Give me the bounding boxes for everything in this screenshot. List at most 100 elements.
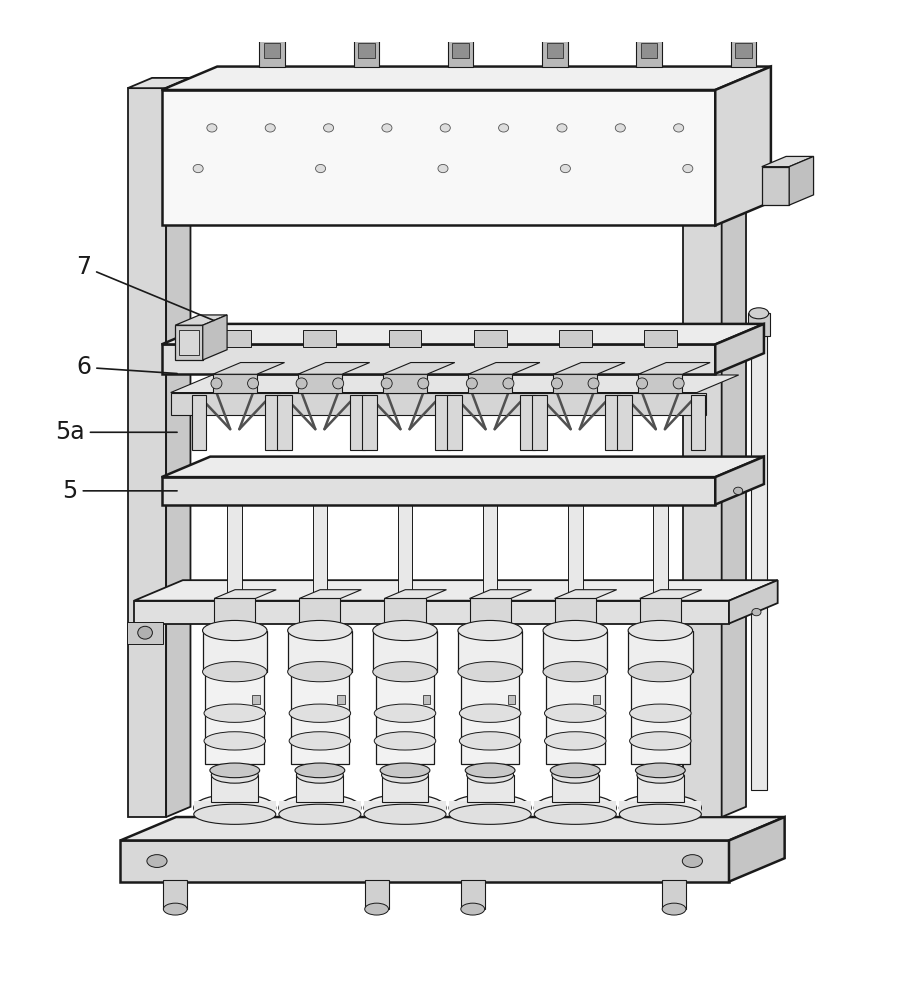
Bar [388,330,421,347]
Bar [534,801,616,814]
Ellipse shape [418,378,429,389]
Bar [304,330,336,347]
Polygon shape [638,363,711,374]
Bar [731,37,756,67]
Ellipse shape [550,763,600,778]
Ellipse shape [295,763,345,778]
Polygon shape [640,590,701,598]
Bar [411,344,420,374]
Polygon shape [383,363,454,374]
Ellipse shape [364,804,446,824]
Bar [483,505,498,621]
Ellipse shape [204,704,265,722]
Ellipse shape [749,308,768,319]
Polygon shape [469,590,532,598]
Ellipse shape [534,804,616,824]
Polygon shape [683,78,746,88]
Ellipse shape [380,763,430,778]
Ellipse shape [752,324,767,335]
Bar [422,695,430,704]
Bar [362,395,376,450]
Bar [305,344,313,374]
Bar [453,43,469,58]
Ellipse shape [557,124,567,132]
Polygon shape [762,156,813,167]
Ellipse shape [449,794,532,822]
Bar [683,88,722,817]
Bar [435,395,450,450]
Bar [279,801,361,814]
Ellipse shape [207,124,217,132]
Bar [203,631,267,672]
Ellipse shape [543,620,608,641]
Polygon shape [298,363,370,374]
Ellipse shape [163,903,187,915]
Polygon shape [134,580,778,601]
Bar [638,374,682,393]
Bar [468,374,512,393]
Ellipse shape [382,767,429,783]
Bar [546,672,605,764]
Ellipse shape [674,124,684,132]
Bar [466,775,513,802]
Bar [644,330,677,347]
Bar [326,344,335,374]
Polygon shape [162,324,764,344]
Polygon shape [353,30,397,37]
Ellipse shape [458,620,522,641]
Bar [163,880,187,909]
Bar [263,43,280,58]
Ellipse shape [279,794,361,822]
Ellipse shape [544,704,606,722]
Bar [644,344,654,374]
Polygon shape [729,580,778,624]
Ellipse shape [637,767,684,783]
Bar [211,775,258,802]
Bar [448,37,474,67]
Bar [194,801,275,814]
Ellipse shape [662,903,686,915]
Bar [179,330,199,355]
Bar [554,598,596,626]
Polygon shape [120,817,785,840]
Ellipse shape [615,124,625,132]
Ellipse shape [138,626,152,639]
Polygon shape [166,78,190,817]
Polygon shape [715,67,771,225]
Ellipse shape [364,903,388,915]
Bar [397,505,412,621]
Polygon shape [299,590,362,598]
Polygon shape [448,30,491,37]
Bar [128,88,166,817]
Ellipse shape [449,804,532,824]
Bar [461,672,520,764]
Ellipse shape [287,662,353,682]
Bar [312,505,327,621]
Polygon shape [554,590,617,598]
Bar [287,631,353,672]
Bar [640,598,681,626]
Bar [458,631,522,672]
Ellipse shape [630,704,691,722]
Polygon shape [543,30,585,37]
Bar [162,344,715,374]
Bar [364,801,446,814]
Bar [364,880,388,909]
Ellipse shape [203,620,267,641]
Text: 5a: 5a [55,420,177,444]
Text: 5: 5 [62,479,177,503]
Bar [560,344,569,374]
Ellipse shape [194,804,275,824]
Bar [375,672,434,764]
Ellipse shape [682,855,702,867]
Bar [192,395,207,450]
Bar [751,330,767,790]
Ellipse shape [628,662,692,682]
Ellipse shape [733,487,743,495]
Bar [543,37,567,67]
Bar [449,801,532,814]
Bar [382,775,429,802]
Bar [120,840,729,882]
Polygon shape [731,30,774,37]
Ellipse shape [210,763,260,778]
